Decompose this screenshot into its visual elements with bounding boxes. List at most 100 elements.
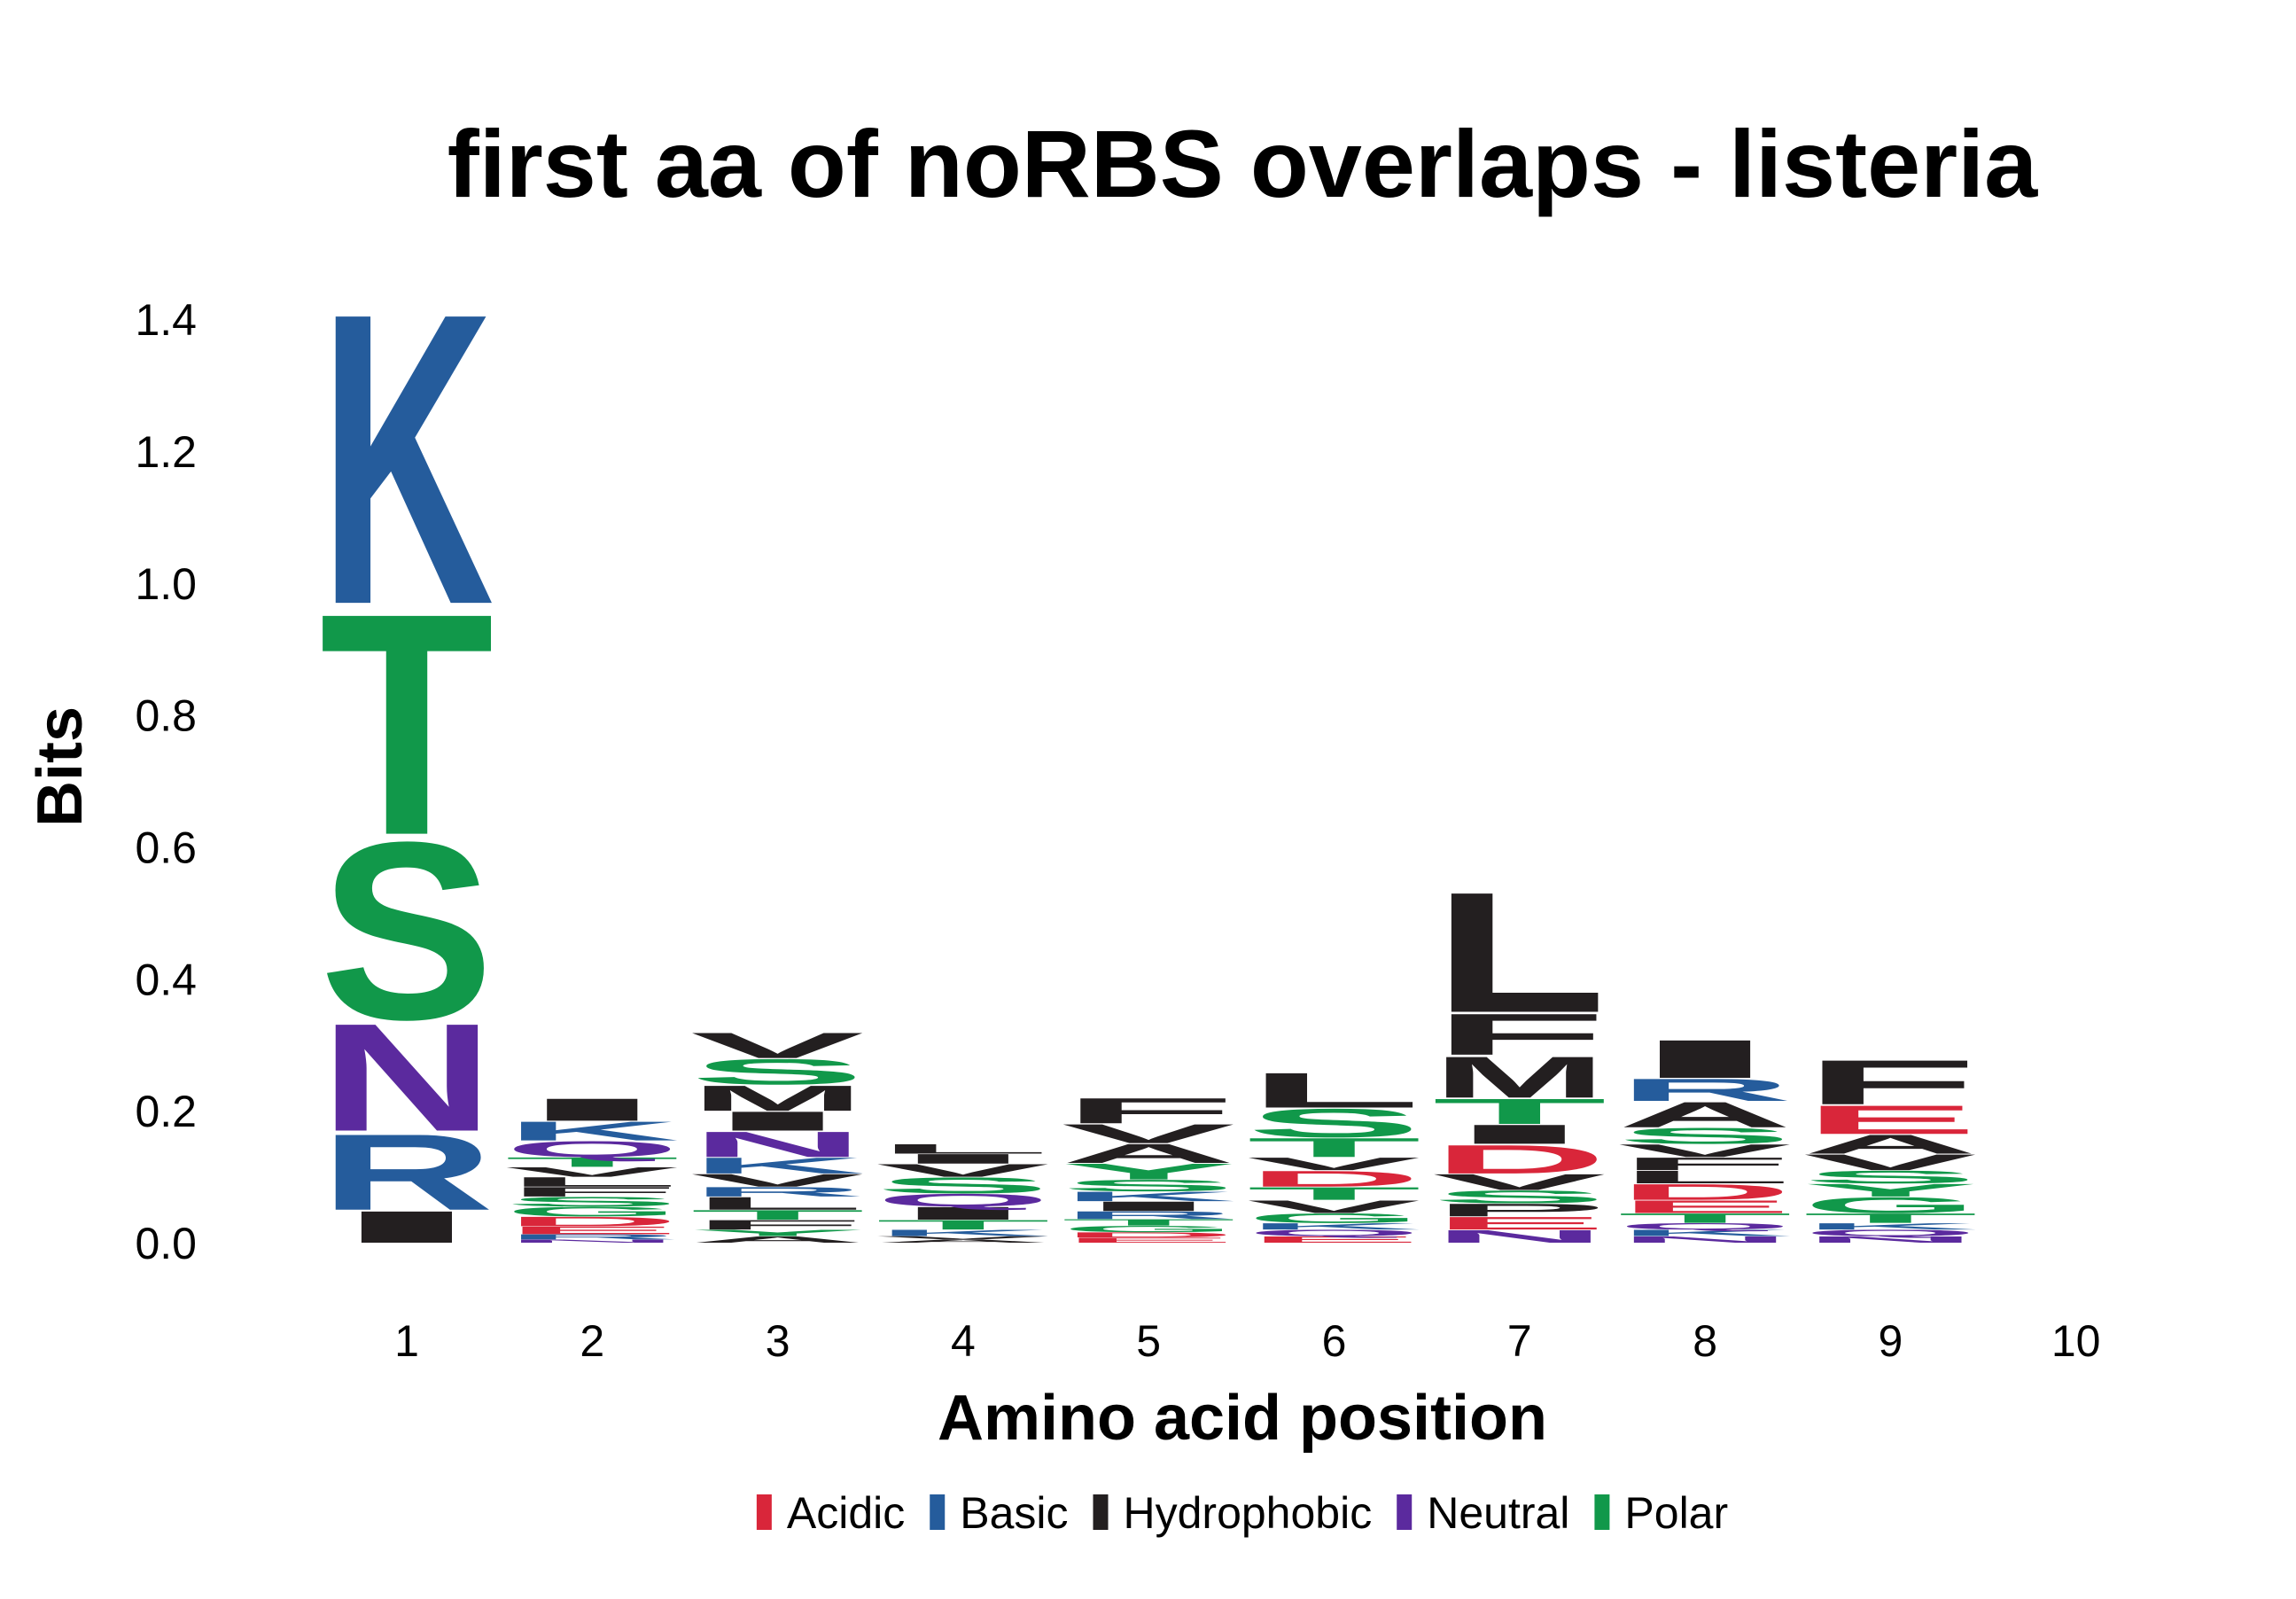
logo-letter: T	[320, 548, 494, 901]
y-axis-title: Bits	[25, 706, 96, 827]
legend-swatch	[756, 1494, 772, 1530]
logo-letter: L	[1247, 1063, 1421, 1119]
logo-letter: G	[505, 1204, 680, 1219]
x-tick-label: 8	[1693, 1316, 1717, 1366]
legend-item: Polar	[1594, 1488, 1728, 1538]
logo-letter: D	[505, 1214, 680, 1229]
logo-letter: D	[1062, 1231, 1236, 1239]
logo-letter: G	[1247, 1211, 1421, 1226]
logo-letter: Q	[1803, 1228, 1978, 1237]
logo-letter: K	[1247, 1221, 1421, 1231]
logo-letter: R	[505, 1233, 680, 1241]
logo-letter: T	[876, 1217, 1050, 1232]
logo-letter: T	[690, 1207, 865, 1222]
logo-letter: S	[1803, 1167, 1978, 1188]
logo-letter: M	[690, 1078, 865, 1119]
logo-letter: S	[320, 789, 494, 1072]
x-tick-label: 5	[1136, 1316, 1161, 1366]
logo-letter: R	[1618, 1072, 1793, 1108]
logo-letter: I	[1432, 1119, 1607, 1150]
logo-letter: A	[1618, 1095, 1793, 1135]
logo-letter: N	[320, 992, 494, 1164]
logo-letter: Q	[1618, 1221, 1793, 1231]
logo-letter: Q	[1247, 1228, 1421, 1237]
y-tick-label: 1.2	[135, 427, 197, 477]
logo-letter: S	[1618, 1123, 1793, 1148]
legend-swatch	[1594, 1494, 1610, 1530]
legend-label: Neutral	[1427, 1488, 1569, 1538]
logo-letter: V	[876, 1236, 1049, 1241]
logo-letter: A	[690, 1235, 865, 1244]
legend-label: Hydrophobic	[1124, 1488, 1373, 1538]
logo-letter: Q	[505, 1136, 680, 1162]
logo-letter: V	[1062, 1119, 1235, 1149]
logo-letter: K	[876, 1228, 1050, 1237]
logo-letter: L	[876, 1142, 1050, 1157]
logo-letter: V	[1432, 1169, 1606, 1194]
y-tick-label: 0.0	[135, 1219, 197, 1268]
logo-letter: S	[1062, 1176, 1236, 1194]
logo-letter: K	[1062, 1189, 1236, 1204]
logo-letter: F	[1432, 1002, 1607, 1067]
x-tick-label: 1	[394, 1316, 419, 1366]
y-tick-label: 0.6	[135, 823, 197, 873]
logo-letter: K	[690, 1153, 865, 1178]
logo-letter: E	[1432, 1213, 1607, 1234]
x-tick-label: 2	[580, 1316, 604, 1366]
logo-letter: E	[505, 1224, 680, 1236]
logo-letter: L	[690, 1193, 865, 1213]
y-tick-label: 0.8	[135, 691, 197, 741]
x-tick-label: 4	[951, 1316, 976, 1366]
logo-letter: D	[1618, 1180, 1793, 1205]
logo-letter: E	[1247, 1235, 1421, 1244]
y-tick-label: 1.4	[135, 295, 197, 345]
logo-letter: F	[690, 1217, 865, 1232]
y-tick-label: 0.4	[135, 955, 197, 1004]
legend-swatch	[930, 1494, 946, 1530]
logo-letter: I	[1062, 1198, 1236, 1213]
logo-letter: G	[1062, 1224, 1236, 1234]
legend-label: Polar	[1624, 1488, 1728, 1538]
logo-letter: V	[1618, 1141, 1792, 1161]
logo-letter: N	[1618, 1235, 1793, 1244]
logo-letter: T	[1803, 1211, 1978, 1226]
logo-letter: E	[1062, 1236, 1236, 1244]
logo-letter: E	[1618, 1197, 1793, 1217]
x-tick-label: 10	[2051, 1316, 2101, 1366]
logo-letter: L	[505, 1174, 680, 1190]
logo-letter: S	[1247, 1100, 1421, 1145]
logo-letter: F	[505, 1184, 680, 1199]
logo-letter: D	[1432, 1137, 1607, 1182]
x-tick-label: 7	[1507, 1316, 1532, 1366]
logo-letter: L	[1432, 857, 1607, 1049]
logo-letter: P	[1432, 1200, 1607, 1221]
legend-item: Basic	[930, 1488, 1069, 1538]
x-tick-label: 3	[766, 1316, 790, 1366]
y-tick-label: 1.0	[135, 559, 197, 609]
logo-letter: T	[505, 1155, 680, 1170]
logo-letter: T	[1432, 1091, 1607, 1132]
logo-letter: N	[1803, 1235, 1978, 1244]
logo-letter: D	[1247, 1166, 1421, 1191]
logo-letter: S	[690, 1051, 865, 1092]
logo-letter: V	[876, 1160, 1049, 1181]
x-tick-label: 9	[1878, 1316, 1903, 1366]
logo-letter: V	[690, 1170, 864, 1190]
logo-letter: M	[1432, 1044, 1607, 1110]
logo-letter: L	[1618, 1167, 1793, 1188]
logo-letter: S	[505, 1194, 680, 1209]
logo-letter: K	[1618, 1228, 1793, 1237]
logo-letter: S	[876, 1173, 1050, 1197]
logo-letter: V	[505, 1165, 679, 1180]
logo-letter: Y	[1062, 1159, 1236, 1184]
legend-label: Basic	[960, 1488, 1068, 1538]
logo-letter: F	[1062, 1090, 1236, 1131]
logo-letter: I	[320, 1202, 494, 1252]
logo-letter: V	[690, 1026, 864, 1066]
legend-swatch	[1397, 1494, 1413, 1530]
x-axis-title: Amino acid position	[938, 1383, 1547, 1454]
logo-letter: I	[876, 1204, 1050, 1224]
legend-swatch	[1093, 1494, 1109, 1530]
